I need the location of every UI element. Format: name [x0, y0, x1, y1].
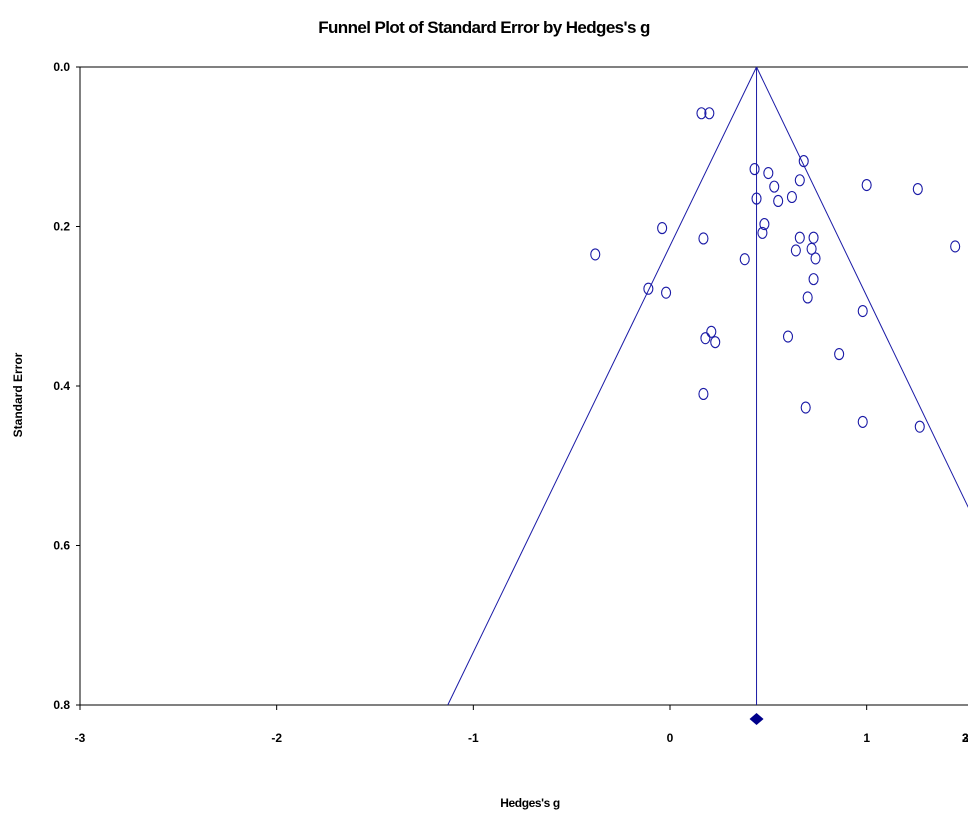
- study-point: [773, 194, 784, 208]
- study-point: [698, 387, 709, 401]
- funnel-left-line: [447, 66, 757, 706]
- study-point: [790, 244, 801, 257]
- study-point: [759, 218, 770, 231]
- study-point: [657, 222, 668, 235]
- study-point: [794, 174, 805, 187]
- study-point: [700, 332, 711, 345]
- study-point: [808, 273, 819, 286]
- study-point: [739, 253, 750, 266]
- x-tick-label: -3: [75, 731, 86, 745]
- study-point: [769, 180, 780, 193]
- study-point: [751, 192, 762, 205]
- study-point: [834, 348, 845, 361]
- x-tick-label: 1: [863, 731, 870, 745]
- study-point: [914, 420, 925, 433]
- study-point: [706, 325, 717, 338]
- study-point: [643, 282, 654, 295]
- study-point: [802, 291, 813, 304]
- study-point: [696, 107, 707, 120]
- study-point: [861, 178, 872, 192]
- study-point: [794, 231, 805, 244]
- study-point: [810, 252, 821, 265]
- y-tick-label: 0.8: [53, 698, 70, 712]
- study-point: [661, 286, 672, 299]
- x-tick-label: -2: [271, 731, 282, 745]
- x-tick-label: 2: [962, 731, 968, 745]
- study-point: [800, 401, 811, 414]
- x-axis-label: Hedges's g: [500, 796, 560, 810]
- study-point: [912, 182, 923, 196]
- study-point: [950, 240, 961, 253]
- y-tick-label: 0.6: [53, 539, 70, 553]
- study-point: [710, 336, 721, 349]
- y-tick-label: 0.0: [53, 60, 70, 74]
- study-point: [782, 330, 794, 343]
- study-point: [786, 190, 797, 204]
- x-tick-label: 3: [962, 731, 968, 745]
- chart-title: Funnel Plot of Standard Error by Hedges'…: [318, 18, 650, 37]
- x-tick-label: 0: [667, 731, 674, 745]
- study-point: [808, 231, 819, 244]
- study-point: [857, 304, 868, 318]
- funnel-right-line: [756, 66, 968, 508]
- y-tick-label: 0.4: [53, 379, 70, 393]
- study-point: [806, 242, 817, 255]
- summary-diamond: [749, 713, 764, 725]
- study-point: [749, 163, 760, 176]
- study-point: [704, 107, 715, 120]
- study-point: [857, 415, 868, 428]
- x-tick-label: -1: [468, 731, 479, 745]
- study-point: [698, 232, 709, 245]
- study-point: [590, 248, 601, 261]
- y-tick-label: 0.2: [53, 220, 70, 234]
- study-point: [798, 155, 809, 168]
- study-point: [763, 167, 774, 180]
- study-point: [757, 226, 768, 239]
